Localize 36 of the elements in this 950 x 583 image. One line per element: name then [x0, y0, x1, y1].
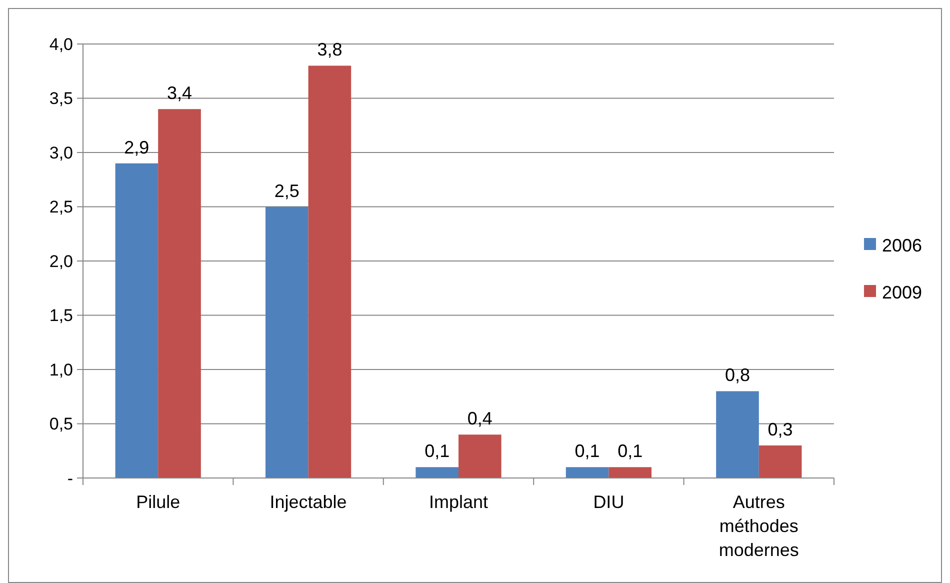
y-tick-label: 1,5: [49, 306, 73, 326]
y-tick-label: 3,0: [49, 143, 73, 162]
bar: [265, 206, 308, 478]
bar: [416, 467, 458, 478]
data-label: 2,9: [124, 137, 150, 158]
bar: [115, 163, 158, 478]
bar: [716, 391, 759, 478]
legend-label: 2009: [882, 282, 922, 302]
bar: [608, 467, 652, 478]
y-tick-label: 2,5: [49, 198, 73, 217]
data-label: 2,5: [274, 180, 300, 201]
x-tick-label: Autres méthodes modernes: [718, 492, 799, 560]
x-tick-label: Injectable: [270, 492, 347, 512]
data-label: 3,4: [166, 83, 192, 104]
y-tick-label: 0,5: [49, 414, 73, 434]
data-label: 0,4: [467, 408, 492, 429]
legend-label: 2006: [882, 235, 922, 256]
y-tick-label: 3,5: [49, 89, 73, 108]
x-tick-label: DIU: [593, 492, 624, 512]
bar: [758, 445, 802, 478]
bar: [458, 434, 502, 478]
x-tick-label: Pilule: [136, 492, 180, 512]
data-label: 0,3: [768, 419, 793, 440]
y-tick-label: -: [67, 468, 73, 488]
data-label: 3,8: [317, 40, 342, 60]
y-tick-label: 1,0: [49, 360, 73, 380]
bar: [158, 109, 201, 478]
bar: [566, 467, 609, 478]
bar: [308, 66, 352, 478]
data-label: 0,1: [424, 441, 450, 462]
data-label: 0,1: [618, 441, 643, 462]
x-tick-label: Implant: [428, 492, 488, 512]
y-tick-label: 2,0: [49, 252, 73, 271]
data-label: 0,1: [574, 441, 600, 462]
data-label: 0,8: [724, 365, 750, 386]
y-tick-label: 4,0: [49, 34, 73, 54]
